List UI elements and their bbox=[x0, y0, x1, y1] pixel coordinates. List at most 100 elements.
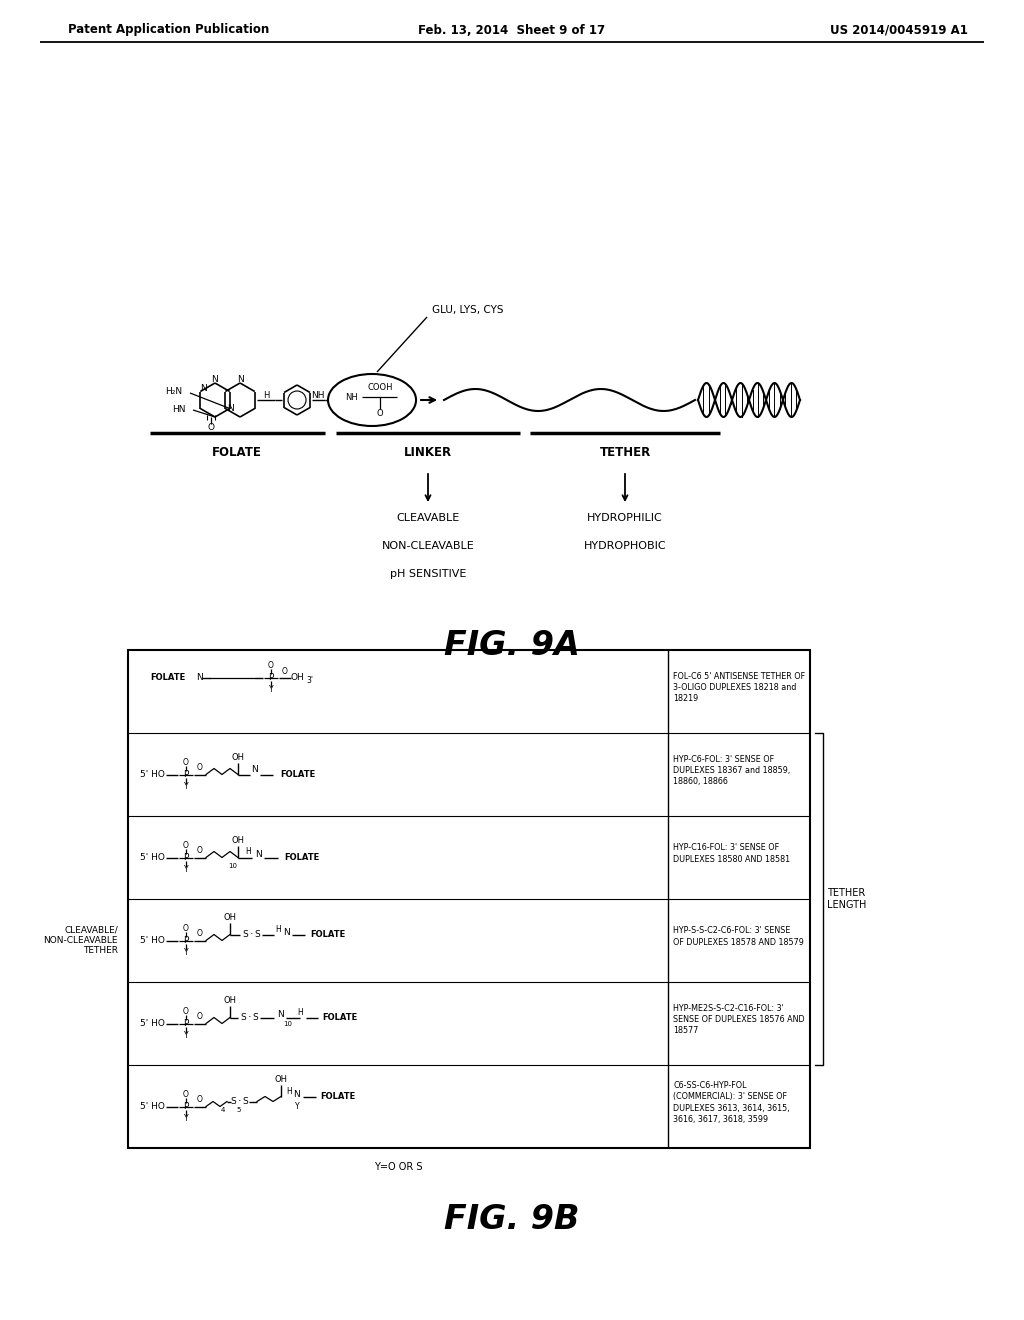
Text: N: N bbox=[283, 928, 290, 937]
Text: P: P bbox=[183, 1019, 188, 1028]
Text: O: O bbox=[197, 846, 203, 855]
Text: N: N bbox=[227, 404, 233, 413]
Text: S: S bbox=[242, 931, 248, 939]
Text: TETHER: TETHER bbox=[599, 446, 650, 459]
Text: H: H bbox=[245, 847, 251, 855]
Text: ·: · bbox=[250, 929, 254, 940]
Text: pH SENSITIVE: pH SENSITIVE bbox=[390, 569, 466, 579]
Text: O: O bbox=[197, 1096, 203, 1104]
Text: O: O bbox=[268, 661, 274, 671]
Text: HYDROPHOBIC: HYDROPHOBIC bbox=[584, 541, 667, 550]
Text: H: H bbox=[286, 1086, 292, 1096]
Text: H₂N: H₂N bbox=[165, 387, 182, 396]
Text: Y: Y bbox=[183, 948, 188, 957]
Text: HYDROPHILIC: HYDROPHILIC bbox=[587, 513, 663, 523]
Text: FOLATE: FOLATE bbox=[285, 853, 319, 862]
Text: O: O bbox=[208, 424, 214, 433]
Text: 3': 3' bbox=[306, 676, 313, 685]
Text: HYP-C16-FOL: 3' SENSE OF
DUPLEXES 18580 AND 18581: HYP-C16-FOL: 3' SENSE OF DUPLEXES 18580 … bbox=[673, 843, 791, 863]
Text: O: O bbox=[197, 929, 203, 939]
Text: ·: · bbox=[248, 1012, 252, 1023]
Text: FIG. 9A: FIG. 9A bbox=[444, 630, 580, 663]
Text: P: P bbox=[183, 853, 188, 862]
Text: O: O bbox=[197, 1012, 203, 1020]
Text: FOLATE: FOLATE bbox=[310, 931, 346, 939]
Text: O: O bbox=[197, 763, 203, 772]
Text: GLU, LYS, CYS: GLU, LYS, CYS bbox=[432, 305, 504, 315]
Text: N: N bbox=[212, 375, 218, 384]
Text: 10: 10 bbox=[228, 863, 238, 870]
Text: P: P bbox=[183, 770, 188, 779]
Text: Patent Application Publication: Patent Application Publication bbox=[68, 24, 269, 37]
Text: O: O bbox=[183, 1007, 189, 1016]
Text: FOLATE: FOLATE bbox=[323, 1012, 357, 1022]
Text: O: O bbox=[183, 1090, 189, 1100]
Text: Y=O OR S: Y=O OR S bbox=[374, 1162, 422, 1172]
Text: OH: OH bbox=[223, 913, 237, 921]
Text: HN: HN bbox=[172, 405, 186, 414]
Text: H: H bbox=[263, 391, 269, 400]
Text: OH: OH bbox=[231, 836, 245, 845]
Text: 5' HO: 5' HO bbox=[140, 1019, 165, 1028]
Text: S: S bbox=[252, 1012, 258, 1022]
Text: H: H bbox=[297, 1008, 303, 1016]
Text: 5: 5 bbox=[237, 1107, 242, 1114]
Text: Y: Y bbox=[183, 781, 188, 791]
Text: FIG. 9B: FIG. 9B bbox=[444, 1203, 580, 1236]
Text: CLEAVABLE/
NON-CLEAVABLE
TETHER: CLEAVABLE/ NON-CLEAVABLE TETHER bbox=[43, 925, 118, 956]
Text: OH: OH bbox=[290, 673, 304, 682]
Text: P: P bbox=[183, 936, 188, 945]
Text: FOLATE: FOLATE bbox=[151, 673, 185, 682]
Text: O: O bbox=[183, 758, 189, 767]
Text: Y: Y bbox=[183, 865, 188, 874]
Text: 5' HO: 5' HO bbox=[140, 770, 165, 779]
Text: N: N bbox=[200, 384, 207, 393]
Text: FOLATE: FOLATE bbox=[212, 446, 262, 459]
Text: S: S bbox=[254, 931, 260, 939]
Text: H: H bbox=[275, 925, 281, 935]
Text: S: S bbox=[240, 1012, 246, 1022]
Text: P: P bbox=[268, 673, 273, 682]
Text: N: N bbox=[251, 766, 257, 774]
Text: TETHER
LENGTH: TETHER LENGTH bbox=[827, 888, 866, 909]
Text: NH: NH bbox=[311, 391, 325, 400]
Text: HYP-ME2S-S-C2-C16-FOL: 3'
SENSE OF DUPLEXES 18576 AND
18577: HYP-ME2S-S-C2-C16-FOL: 3' SENSE OF DUPLE… bbox=[673, 1003, 805, 1035]
Text: 5' HO: 5' HO bbox=[140, 1102, 165, 1111]
Text: S: S bbox=[242, 1097, 248, 1106]
Text: US 2014/0045919 A1: US 2014/0045919 A1 bbox=[830, 24, 968, 37]
Text: Y: Y bbox=[295, 1102, 299, 1111]
Text: Y: Y bbox=[183, 1114, 188, 1123]
Text: Feb. 13, 2014  Sheet 9 of 17: Feb. 13, 2014 Sheet 9 of 17 bbox=[419, 24, 605, 37]
Text: N: N bbox=[294, 1090, 300, 1100]
Text: N: N bbox=[196, 673, 203, 682]
Text: HYP-C6-FOL: 3' SENSE OF
DUPLEXES 18367 and 18859,
18860, 18866: HYP-C6-FOL: 3' SENSE OF DUPLEXES 18367 a… bbox=[673, 755, 791, 787]
Text: HYP-S-S-C2-C6-FOL: 3' SENSE
OF DUPLEXES 18578 AND 18579: HYP-S-S-C2-C6-FOL: 3' SENSE OF DUPLEXES … bbox=[673, 927, 804, 946]
Text: N: N bbox=[237, 375, 244, 384]
Text: S: S bbox=[230, 1097, 236, 1106]
Text: 5' HO: 5' HO bbox=[140, 853, 165, 862]
Text: 5' HO: 5' HO bbox=[140, 936, 165, 945]
Text: N: N bbox=[255, 850, 261, 859]
Text: FOL-C6 5' ANTISENSE TETHER OF
3-OLIGO DUPLEXES 18218 and
18219: FOL-C6 5' ANTISENSE TETHER OF 3-OLIGO DU… bbox=[673, 672, 805, 704]
Text: OH: OH bbox=[274, 1074, 288, 1084]
Text: Y: Y bbox=[183, 1031, 188, 1040]
Text: NH: NH bbox=[345, 392, 358, 401]
Text: 10: 10 bbox=[284, 1020, 293, 1027]
Text: Y: Y bbox=[268, 685, 273, 694]
Text: ·: · bbox=[239, 1097, 242, 1106]
Text: O: O bbox=[282, 667, 288, 676]
Text: CLEAVABLE: CLEAVABLE bbox=[396, 513, 460, 523]
Text: C6-SS-C6-HYP-FOL
(COMMERCIAL): 3' SENSE OF
DUPLEXES 3613, 3614, 3615,
3616, 3617: C6-SS-C6-HYP-FOL (COMMERCIAL): 3' SENSE … bbox=[673, 1081, 790, 1125]
Text: N: N bbox=[276, 1010, 284, 1019]
Text: COOH: COOH bbox=[368, 383, 393, 392]
Text: OH: OH bbox=[223, 997, 237, 1005]
Bar bbox=[128, 649, 810, 1148]
Text: NON-CLEAVABLE: NON-CLEAVABLE bbox=[382, 541, 474, 550]
Text: FOLATE: FOLATE bbox=[281, 770, 315, 779]
Text: O: O bbox=[183, 924, 189, 933]
Text: O: O bbox=[183, 841, 189, 850]
Text: O: O bbox=[377, 409, 383, 418]
Text: P: P bbox=[183, 1102, 188, 1111]
Text: LINKER: LINKER bbox=[403, 446, 452, 459]
Text: FOLATE: FOLATE bbox=[321, 1092, 355, 1101]
